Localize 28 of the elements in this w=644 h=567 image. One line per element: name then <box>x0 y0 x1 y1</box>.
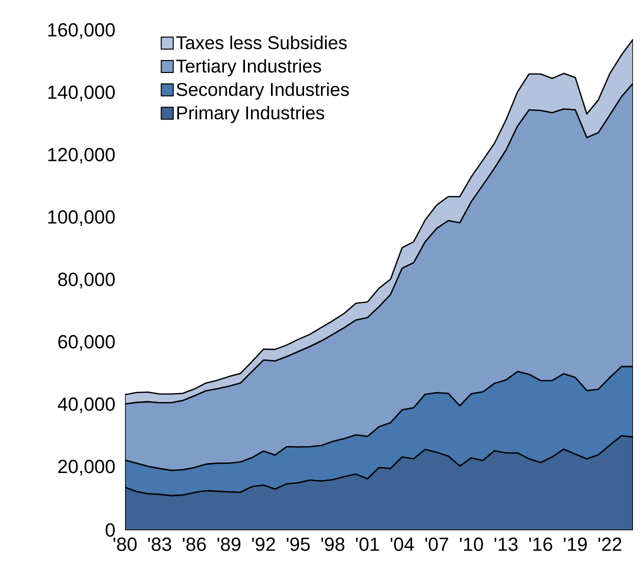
x-tick-label: '10 <box>460 538 484 551</box>
legend-label: Taxes less Subsidies <box>176 36 347 50</box>
y-tick-label: 140,000 <box>48 86 115 102</box>
x-tick-label: '83 <box>148 538 172 551</box>
x-tick-label: '19 <box>564 538 587 551</box>
y-tick-label: 60,000 <box>58 335 115 351</box>
x-tick-label: '89 <box>218 538 240 551</box>
legend-label: Secondary Industries <box>176 82 349 100</box>
x-tick-label: '80 <box>114 538 137 551</box>
x-tick-label: '92 <box>252 538 275 551</box>
x-tick-label: '13 <box>494 538 518 551</box>
y-tick-label: 40,000 <box>58 397 115 414</box>
x-tick-label: '86 <box>182 538 206 551</box>
y-tick-label: 80,000 <box>58 272 115 288</box>
y-tick-label: 100,000 <box>48 210 115 226</box>
x-tick-label: '01 <box>356 538 379 551</box>
legend-label: Tertiary Industries <box>176 59 322 76</box>
legend-label: Primary Industries <box>177 106 324 124</box>
x-tick-label: '22 <box>598 538 622 551</box>
y-tick-label: 160,000 <box>48 23 115 39</box>
x-tick-label: '16 <box>529 538 552 551</box>
x-tick-label: '98 <box>321 538 344 551</box>
x-tick-label: '95 <box>286 538 310 551</box>
y-tick-label: 20,000 <box>58 460 115 476</box>
x-tick-label: '04 <box>390 538 414 551</box>
x-tick-label: '07 <box>425 538 448 551</box>
y-tick-label: 120,000 <box>48 148 115 164</box>
y-tick-label: 0 <box>106 523 115 537</box>
